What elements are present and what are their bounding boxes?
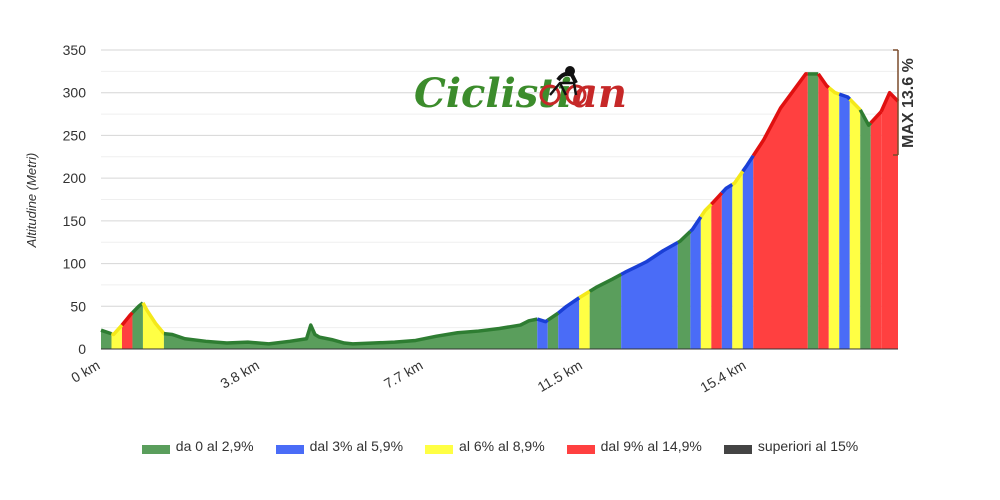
x-tick-label: 7.7 km <box>381 357 425 392</box>
gradient-segment-yellow <box>828 87 840 350</box>
y-tick-label: 50 <box>70 298 86 314</box>
profile-line-blue <box>689 215 703 233</box>
gradient-segment-red <box>753 73 808 350</box>
chart-legend: da 0 al 2,9% dal 3% al 5,9% al 6% al 8,9% d… <box>0 438 1000 454</box>
legend-swatch <box>141 444 170 454</box>
profile-line-yellow <box>141 302 166 335</box>
profile-line-blue <box>536 317 549 324</box>
gradient-segment-blue <box>721 184 733 349</box>
y-tick-label: 350 <box>63 42 87 58</box>
max-gradient-label: MAX 13.6 % <box>900 58 917 148</box>
profile-line-green <box>546 311 560 322</box>
profile-line-blue <box>720 183 734 195</box>
profile-line-yellow <box>578 289 591 300</box>
profile-line-blue <box>838 92 852 101</box>
y-tick-label: 100 <box>63 256 87 272</box>
profile-line-red <box>879 90 900 113</box>
y-axis-ticks: 0 50 100 150 200 250 300 350 <box>63 42 87 357</box>
max-gradient-marker: MAX 13.6 % <box>893 49 917 156</box>
legend-swatch <box>425 444 454 454</box>
gradient-segment-blue <box>742 155 754 349</box>
gradient-segment-green <box>677 231 691 349</box>
gradient-segment-red <box>121 312 133 349</box>
x-tick-label: 0 km <box>68 357 102 386</box>
profile-line-red <box>816 72 830 89</box>
profile-line-red <box>710 191 724 206</box>
profile-line-blue <box>620 241 679 276</box>
legend-swatch <box>566 444 595 454</box>
profile-line-green <box>100 328 113 336</box>
legend-item[interactable]: dal 3% al 5,9% <box>275 438 404 454</box>
y-tick-label: 200 <box>63 170 87 186</box>
x-tick-label: 11.5 km <box>535 357 585 395</box>
legend-item[interactable]: superiori al 15% <box>723 438 859 454</box>
profile-line-green <box>858 108 873 127</box>
legend-label: dal 9% al 14,9% <box>600 438 702 454</box>
y-axis-label: Altitudine (Metri) <box>24 153 39 249</box>
gradient-segment-yellow <box>111 325 122 349</box>
legend-item[interactable]: dal 9% al 14,9% <box>566 438 702 454</box>
gradient-segment-green <box>101 330 112 349</box>
gradient-segment-red <box>711 192 722 349</box>
gradient-segment-green <box>589 274 622 349</box>
elevation-chart: 0 50 100 150 200 250 300 350 0 km 3.8 km 7.7 km 11… <box>24 42 917 396</box>
profile-outline <box>100 72 900 346</box>
legend-label: dal 3% al 5,9% <box>309 438 404 454</box>
profile-line-yellow <box>110 323 124 337</box>
legend-label: superiori al 15% <box>757 438 859 454</box>
legend-label: da 0 al 2,9% <box>175 438 254 454</box>
profile-line-blue <box>557 296 581 315</box>
gradient-segment-green <box>163 319 538 349</box>
logo-part-1: Ciclisti <box>414 70 572 117</box>
gradient-segment-green <box>132 302 143 349</box>
legend-item[interactable]: da 0 al 2,9% <box>141 438 254 454</box>
chart-grid <box>101 49 898 350</box>
profile-line-yellow <box>848 97 862 112</box>
profile-line-blue <box>741 154 755 173</box>
logo-part-2: an <box>572 70 627 117</box>
y-tick-label: 0 <box>78 341 86 357</box>
x-tick-label: 3.8 km <box>218 357 262 392</box>
gradient-segment-yellow <box>579 291 590 349</box>
profile-line-green <box>163 317 538 346</box>
profile-line-green <box>676 230 692 245</box>
gradient-segment-blue <box>839 94 850 349</box>
profile-line-red <box>751 72 808 157</box>
legend-swatch <box>723 444 752 454</box>
gradient-segment-green <box>860 109 871 349</box>
gradient-segment-yellow <box>700 204 712 349</box>
profile-line-red <box>120 311 134 327</box>
gradient-segment-red <box>818 73 829 350</box>
gradient-segment-blue <box>537 319 548 349</box>
legend-swatch <box>275 444 304 454</box>
svg-text:Ciclistian: Ciclistian <box>414 70 627 117</box>
profile-line-yellow <box>827 86 840 96</box>
x-axis-ticks: 0 km 3.8 km 7.7 km 11.5 km 15.4 km <box>68 357 748 396</box>
ciclistian-logo: Ciclistian <box>414 66 627 117</box>
y-tick-label: 300 <box>63 85 87 101</box>
profile-line-red <box>869 110 883 125</box>
profile-line-yellow <box>699 202 713 218</box>
gradient-segment-yellow <box>849 99 861 349</box>
y-tick-label: 250 <box>63 127 87 143</box>
gradient-segment-green <box>547 313 559 349</box>
profile-line-green <box>588 272 622 293</box>
gradient-segment-green <box>807 73 819 350</box>
legend-label: al 6% al 8,9% <box>459 438 545 454</box>
gradient-segment-red <box>870 111 882 349</box>
gradient-segment-red <box>881 92 898 349</box>
gradient-segment-yellow <box>732 171 743 349</box>
x-tick-label: 15.4 km <box>697 357 748 396</box>
legend-item[interactable]: al 6% al 8,9% <box>425 438 545 454</box>
cyclist-icon <box>539 66 587 106</box>
y-tick-label: 150 <box>63 213 87 229</box>
profile-line-yellow <box>731 170 745 187</box>
profile-line-green <box>131 301 145 314</box>
gradient-segment-blue <box>690 216 701 349</box>
